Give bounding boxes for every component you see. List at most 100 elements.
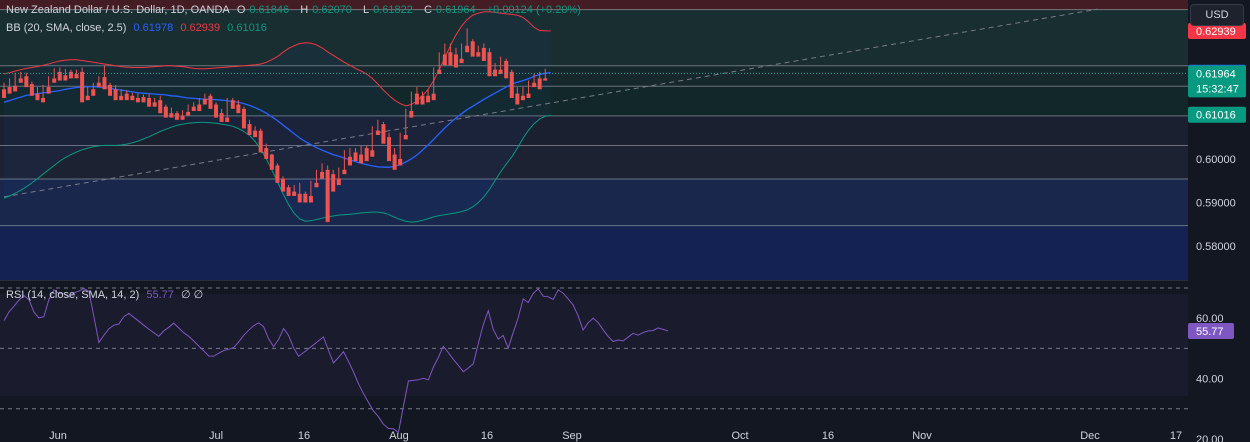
candle-body xyxy=(431,93,436,101)
candle-body xyxy=(532,82,537,88)
bb-upper-line xyxy=(3,11,551,107)
candle-body xyxy=(258,130,263,153)
rsi-extra: ∅ ∅ xyxy=(180,289,204,301)
candle-body xyxy=(426,95,431,103)
pane-separator[interactable] xyxy=(0,280,1188,281)
candle-body xyxy=(29,84,34,96)
candle-body xyxy=(448,52,453,66)
candle-body xyxy=(219,113,224,122)
zone-band xyxy=(0,65,1188,87)
rsi-label[interactable]: RSI (14, close, SMA, 14, 2) xyxy=(6,289,140,301)
candle-body xyxy=(342,169,347,175)
rsi-tick-label: 40.00 xyxy=(1196,374,1224,386)
candle-body xyxy=(202,98,207,105)
price-badge xyxy=(1188,106,1246,123)
candle-body xyxy=(124,93,129,101)
zone-band xyxy=(0,0,1188,10)
high-label: H xyxy=(300,4,309,16)
candle-body xyxy=(476,52,481,57)
candle-body xyxy=(241,108,246,129)
candle-body xyxy=(52,78,57,83)
bb-upper-value: 0.62939 xyxy=(180,22,221,34)
price-badge-text: 0.61016 xyxy=(1196,110,1236,122)
time-tick-label: 16 xyxy=(822,430,834,442)
bb-legend[interactable]: BB (20, SMA, close, 2.5) 0.61978 0.62939… xyxy=(6,22,271,34)
time-tick-label: 16 xyxy=(298,430,310,442)
candle-body xyxy=(113,89,118,101)
candle-body xyxy=(186,111,191,116)
candle-body xyxy=(63,75,68,81)
price-badge-text: 0.62939 xyxy=(1196,26,1236,38)
low-value: 0.61822 xyxy=(373,4,413,16)
rsi-tick-label: 20.00 xyxy=(1196,434,1224,442)
candle-body xyxy=(470,41,475,57)
candle-body xyxy=(353,152,358,162)
candle-body xyxy=(169,113,174,118)
candle-body xyxy=(236,104,241,114)
candle-body xyxy=(498,69,503,75)
candle-body xyxy=(359,154,364,164)
candle-body xyxy=(292,191,297,196)
currency-button[interactable]: USD xyxy=(1190,4,1244,26)
ohlc-close: C 0.61964 xyxy=(424,4,480,16)
candle-body xyxy=(515,93,520,105)
candle-body xyxy=(247,124,252,135)
candle-body xyxy=(314,182,319,188)
candle-body xyxy=(147,97,152,107)
candle-body xyxy=(174,113,179,120)
candle-body xyxy=(375,130,380,135)
candle-body xyxy=(13,85,18,92)
candle-body xyxy=(102,77,107,90)
candle-body xyxy=(141,97,146,103)
candles[interactable] xyxy=(2,28,548,223)
candle-body xyxy=(91,89,96,96)
time-axis[interactable]: Jun Jul 16 Aug 16 Sep Oct 16 Nov Dec 17 xyxy=(49,430,1182,442)
close-value: 0.61964 xyxy=(435,4,476,16)
candle-body xyxy=(481,47,486,61)
candle-body xyxy=(331,174,336,192)
time-tick-label: Dec xyxy=(1080,430,1100,442)
bb-label[interactable]: BB (20, SMA, close, 2.5) xyxy=(6,22,127,34)
candle-body xyxy=(297,193,302,203)
candle-body xyxy=(437,69,442,75)
ohlc-low: L 0.61822 xyxy=(363,4,417,16)
ohlc-high: H 0.62070 xyxy=(300,4,356,16)
candle-body xyxy=(520,95,525,101)
candle-body xyxy=(420,95,425,105)
price-axis-ticks: 0.60000 0.59000 0.58000 xyxy=(1196,154,1236,253)
time-tick-label: Jul xyxy=(209,430,223,442)
candle-body xyxy=(325,169,330,223)
candle-body xyxy=(80,71,85,103)
symbol-legend[interactable]: New Zealand Dollar / U.S. Dollar, 1D, OA… xyxy=(6,4,585,16)
candle-body xyxy=(275,165,280,183)
time-tick-label: 17 xyxy=(1170,430,1182,442)
time-tick-label: Oct xyxy=(731,430,748,442)
price-tick-label: 0.59000 xyxy=(1196,197,1236,209)
candle-body xyxy=(504,60,509,79)
candle-body xyxy=(35,93,40,101)
candle-body xyxy=(543,78,548,81)
candle-body xyxy=(85,95,90,101)
candle-body xyxy=(459,58,464,64)
time-tick-label: 16 xyxy=(481,430,493,442)
rsi-tick-label: 60.00 xyxy=(1196,313,1224,325)
bb-lower-value: 0.61016 xyxy=(227,22,267,34)
candle-body xyxy=(308,195,313,203)
candle-body xyxy=(281,178,285,192)
close-label: C xyxy=(423,4,432,16)
candle-body xyxy=(442,54,447,66)
trendline[interactable] xyxy=(3,8,1098,198)
candle-body xyxy=(7,87,12,94)
candle-body xyxy=(264,148,269,159)
rsi-badge-text: 55.77 xyxy=(1196,326,1224,338)
price-badge xyxy=(1188,65,1246,98)
time-tick-label: Aug xyxy=(389,430,409,442)
rsi-legend[interactable]: RSI (14, close, SMA, 14, 2) 55.77 ∅ ∅ xyxy=(6,288,207,301)
candle-body xyxy=(336,178,341,186)
rsi-bands xyxy=(0,287,1188,410)
symbol-title[interactable]: New Zealand Dollar / U.S. Dollar, 1D, OA… xyxy=(6,4,230,16)
candle-body xyxy=(414,93,419,105)
candle-body xyxy=(303,193,308,203)
